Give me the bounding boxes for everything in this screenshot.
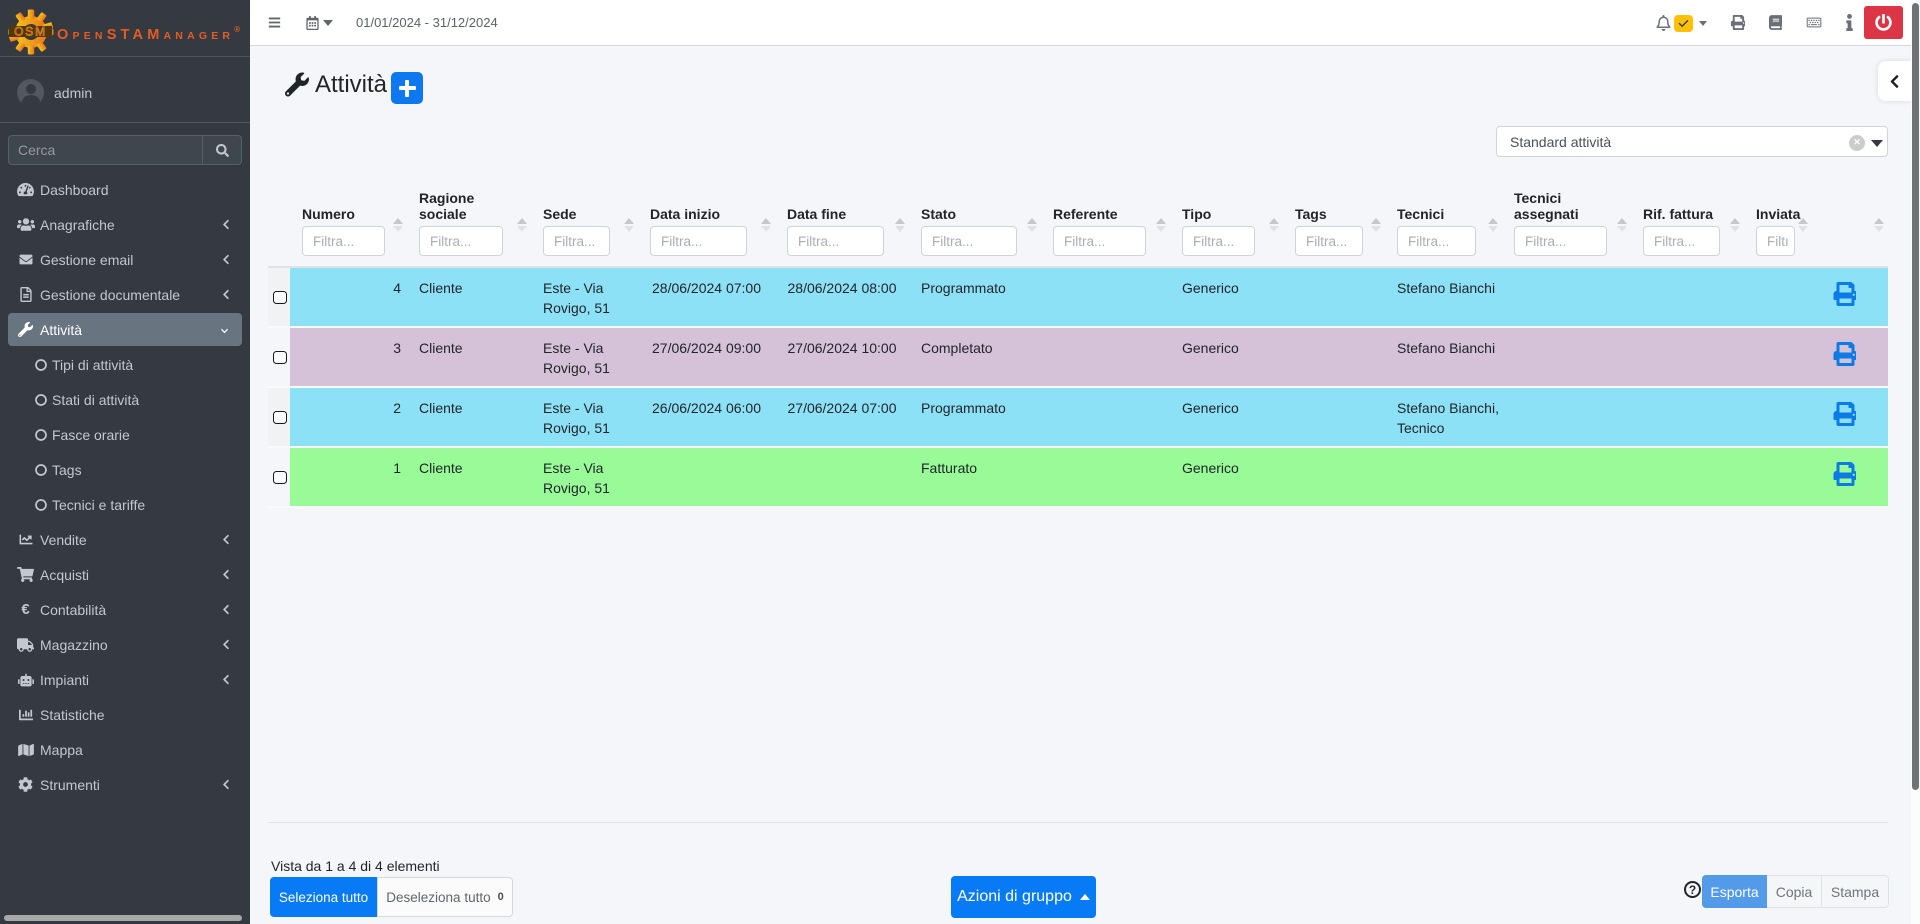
svg-text:OSM: OSM bbox=[14, 24, 47, 38]
